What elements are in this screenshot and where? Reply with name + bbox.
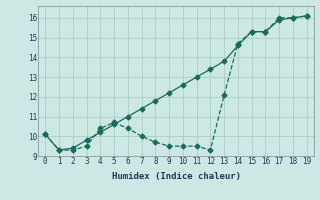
X-axis label: Humidex (Indice chaleur): Humidex (Indice chaleur) (111, 172, 241, 181)
